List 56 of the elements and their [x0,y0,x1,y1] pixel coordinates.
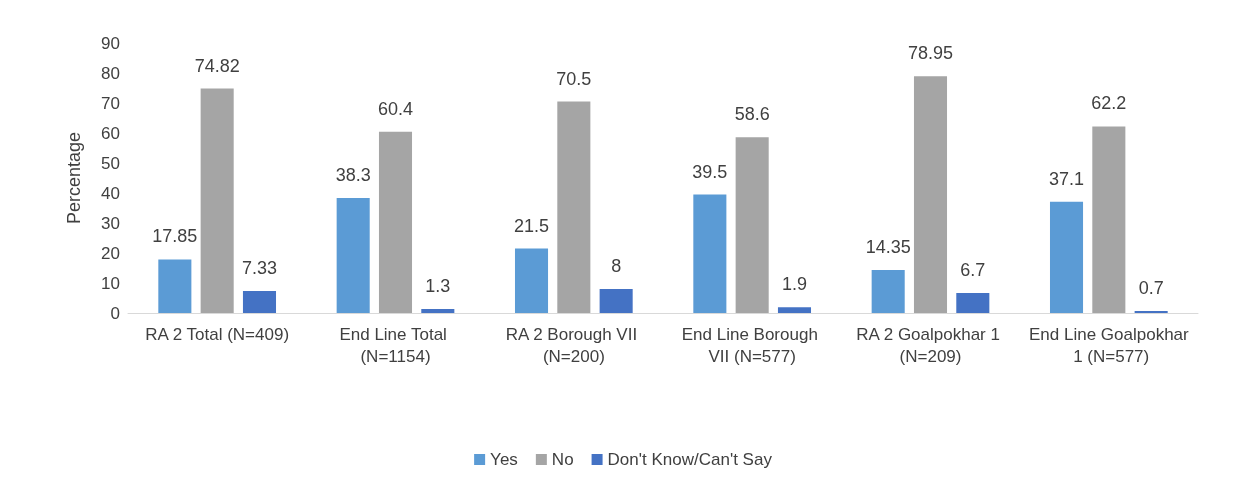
y-tick-label: 70 [101,93,120,113]
data-label: 38.3 [335,165,371,186]
bar [956,292,990,313]
data-label: 62.2 [1091,93,1127,114]
x-tick-label: RA 2 Goalpokhar 1 (N=209) [856,324,1005,366]
legend-label: Don't Know/Can't Say [607,450,773,469]
data-label: 6.7 [960,259,986,280]
bar [158,259,192,313]
bar [242,291,277,313]
y-tick-label: 50 [101,153,120,173]
legend-label: No [551,450,574,469]
bar [200,88,234,313]
data-label: 17.85 [152,226,198,247]
x-tick-label: RA 2 Total (N=409) [145,324,290,344]
data-label: 78.95 [907,43,954,64]
data-label: 14.35 [865,236,911,257]
bar [599,289,633,313]
y-tick-label: 80 [101,63,120,83]
bar [693,194,727,313]
x-tick-label: End Line Goalpokhar 1 (N=577) [1028,324,1190,366]
bar [871,269,905,313]
bar [421,309,455,313]
data-label: 0.7 [1138,277,1164,298]
bar [1134,310,1168,313]
y-axis-title: Percentage [64,131,84,225]
data-label: 60.4 [377,98,414,119]
legend-label: Yes [490,450,518,469]
data-label: 58.6 [734,104,770,125]
bar [378,131,413,313]
y-tick-label: 90 [101,33,120,53]
x-tick-label: RA 2 Borough VII (N=200) [505,324,642,366]
data-label: 21.5 [513,215,550,236]
data-label: 74.82 [194,55,240,76]
data-label: 8 [611,256,622,276]
bar [777,307,812,313]
x-tick-label: End Line Total (N=1154) [339,324,452,366]
data-label: 1.9 [781,274,807,295]
y-tick-label: 40 [101,183,120,203]
y-tick-label: 30 [101,213,120,233]
data-label: 7.33 [241,258,278,279]
bar [336,198,370,313]
data-label: 70.5 [556,68,592,89]
y-tick-label: 0 [110,303,120,323]
bar [1092,126,1126,313]
bar [514,248,549,313]
bar [735,137,769,313]
data-label: 1.3 [425,276,451,297]
y-tick-label: 20 [101,243,120,263]
data-label: 37.1 [1048,168,1085,189]
bar [557,101,591,313]
bar [1049,201,1084,313]
x-tick-label: End Line Borough VII (N=577) [681,324,823,366]
y-tick-label: 60 [101,123,120,143]
y-tick-label: 10 [101,273,120,293]
data-label: 39.5 [692,161,728,182]
bar [913,76,948,313]
